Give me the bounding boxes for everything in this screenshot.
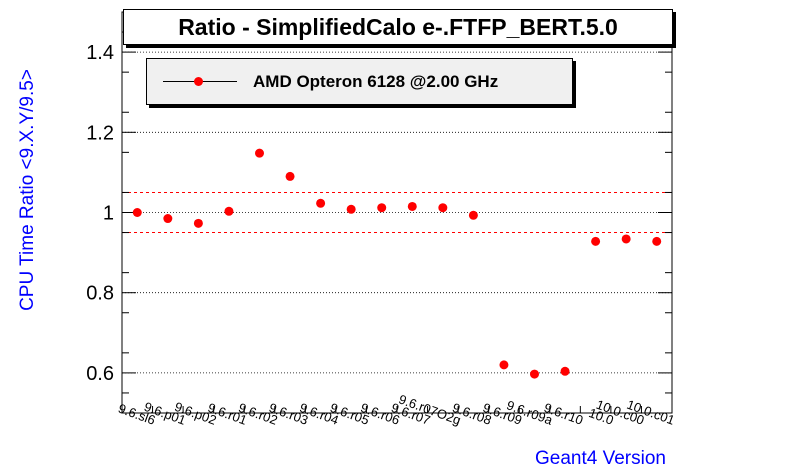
x-axis-label: Geant4 Version: [535, 448, 666, 469]
data-point: [530, 369, 539, 379]
data-point: [316, 198, 326, 208]
data-point: [346, 204, 356, 214]
data-point: [560, 366, 570, 376]
y-tick-label: 1.2: [86, 122, 114, 144]
y-tick-label: 1: [103, 203, 114, 225]
data-point: [255, 148, 264, 158]
y-axis-ticks: 0.6 0.8 1 1.2 1.4: [86, 31, 672, 394]
data-point: [285, 171, 295, 181]
legend: AMD Opteron 6128 @2.00 GHz: [146, 58, 573, 105]
chart-title-text: Ratio - SimplifiedCalo e-.FTFP_BERT.5.0: [178, 13, 618, 40]
data-point: [438, 203, 448, 213]
y-tick-label: 0.8: [86, 283, 114, 305]
data-point: [193, 218, 203, 228]
data-point: [468, 210, 478, 220]
data-point: [652, 236, 662, 246]
legend-marker: [194, 77, 203, 86]
y-tick-label: 1.4: [86, 42, 114, 64]
reference-lines: [122, 191, 672, 234]
data-point: [499, 360, 509, 370]
legend-label: AMD Opteron 6128 @2.00 GHz: [253, 72, 499, 91]
y-tick-label: 0.6: [86, 363, 114, 385]
data-point: [591, 236, 601, 246]
chart-title: Ratio - SimplifiedCalo e-.FTFP_BERT.5.0: [123, 9, 673, 45]
data-point: [377, 203, 387, 213]
data-point: [407, 201, 417, 211]
data-point: [621, 234, 631, 244]
data-points: [132, 148, 662, 379]
data-point: [132, 208, 142, 217]
data-point: [163, 214, 173, 224]
data-point: [224, 206, 234, 216]
y-axis-label: CPU Time Ratio <9.X.Y/9.5>: [17, 69, 38, 311]
